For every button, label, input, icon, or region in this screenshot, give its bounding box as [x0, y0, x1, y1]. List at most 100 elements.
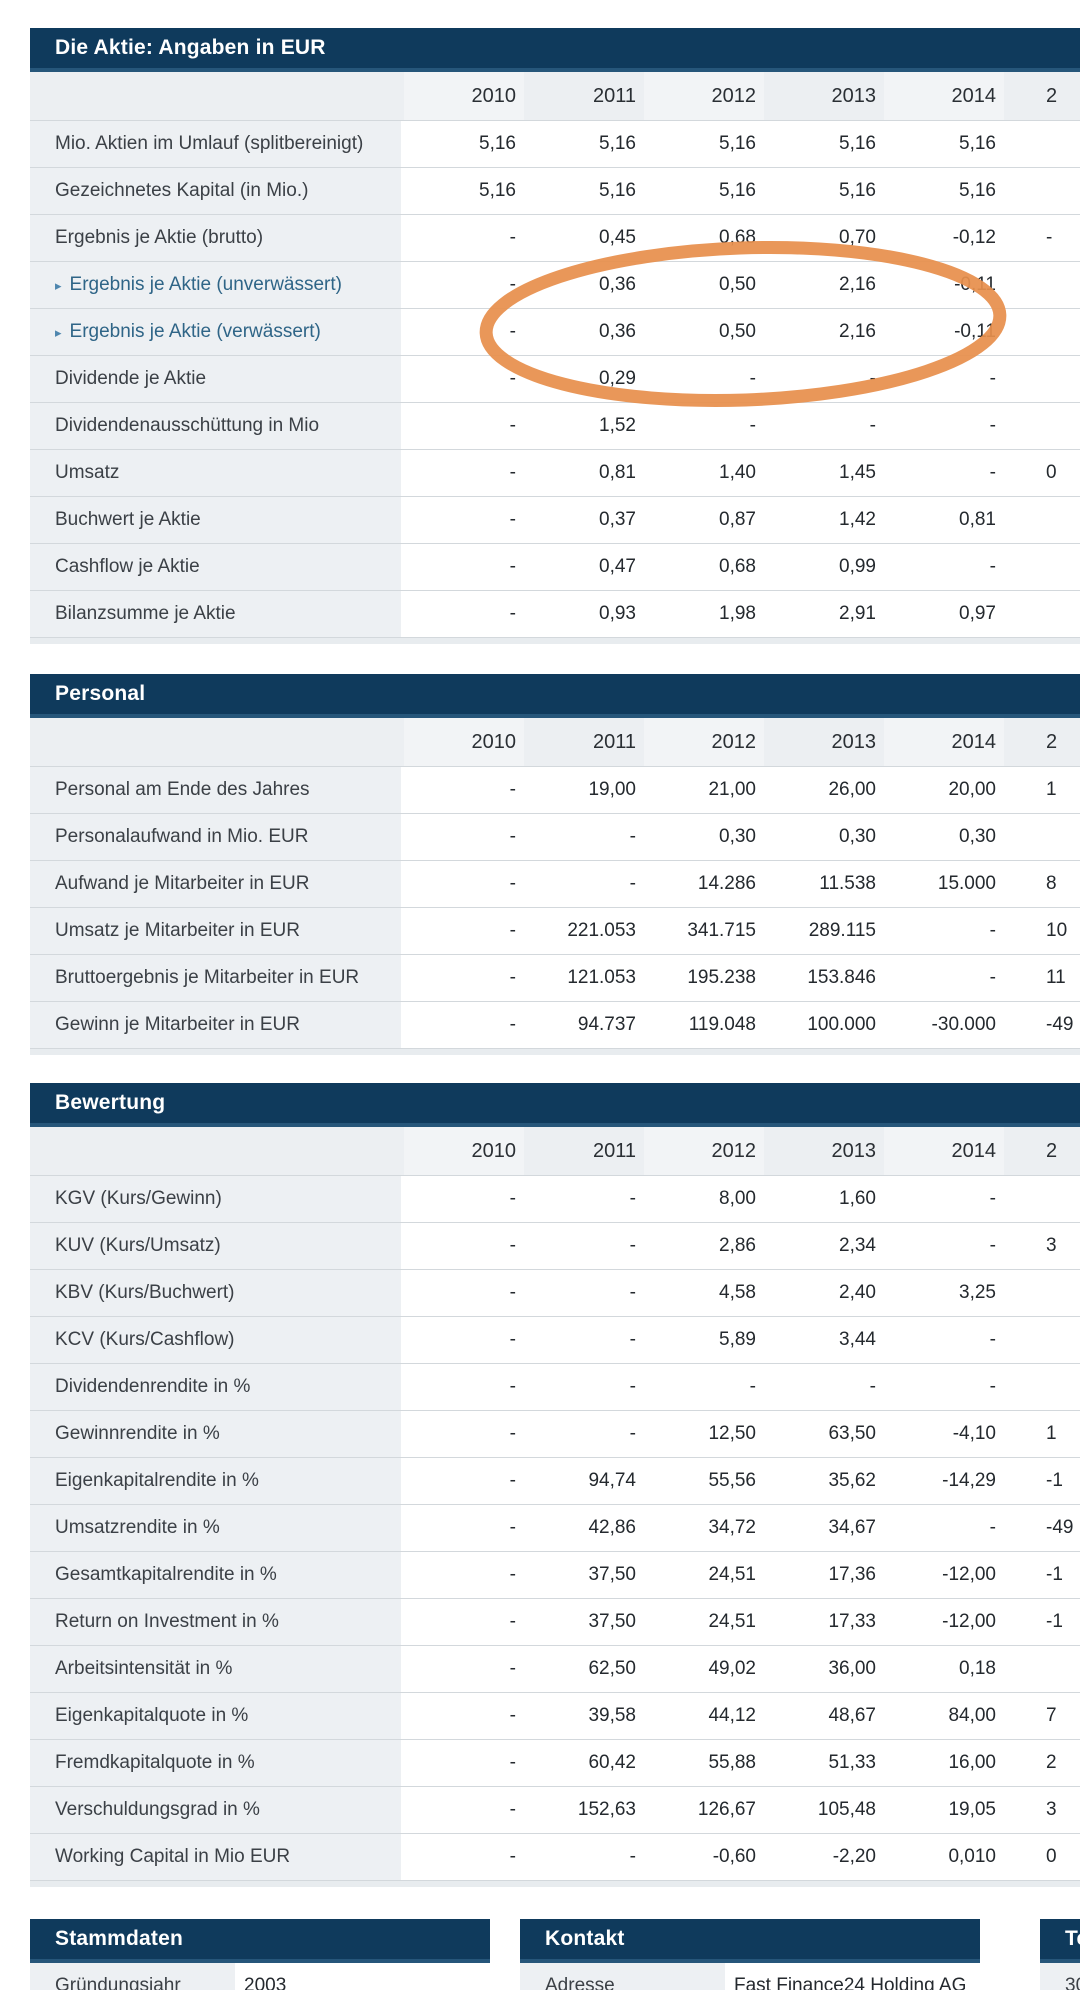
table-row: Personal am Ende des Jahres - 19,00 21,00 26… [30, 766, 1080, 813]
value-cell: 0,70 [839, 227, 876, 248]
table-row: Gesamtkapitalrendite in % - 37,50 24,51 17,3… [30, 1551, 1080, 1598]
value-cell: 63,50 [828, 1423, 876, 1444]
value-cell: 24,51 [708, 1564, 756, 1585]
value-cell: - [509, 826, 516, 847]
year-column-header: 2013 [764, 72, 884, 120]
value-cell [1004, 403, 1080, 449]
table-row: Eigenkapitalrendite in % - 94,74 55,56 35,62… [30, 1457, 1080, 1504]
value-cell: 19,05 [948, 1799, 996, 1820]
row-label: Umsatz [30, 450, 404, 496]
year-column-header: 2014 [884, 1127, 1004, 1175]
value-cell: 289.115 [808, 920, 876, 941]
value-cell [1004, 309, 1080, 355]
table-row: Ergebnis je Aktie (unverwässert) - 0,36 0,5… [30, 261, 1080, 308]
section-title: Personal [30, 674, 1080, 718]
value-cell: 21,00 [708, 779, 756, 800]
value-cell: 11 [1046, 967, 1066, 988]
value-cell: 0,68 [719, 556, 756, 577]
row-label-text: Umsatz je Mitarbeiter in EUR [55, 920, 300, 941]
value-cell: 55,88 [708, 1752, 756, 1773]
value-cell: 36,00 [828, 1658, 876, 1679]
row-label[interactable]: Ergebnis je Aktie (verwässert) [30, 309, 404, 355]
value-cell: 5,16 [599, 133, 636, 154]
section-title: Die Aktie: Angaben in EUR [30, 28, 1080, 72]
value-cell: 153.846 [807, 967, 876, 988]
row-label-text: Fremdkapitalquote in % [55, 1752, 255, 1773]
row-label-text: Bruttoergebnis je Mitarbeiter in EUR [55, 967, 360, 988]
year-column-header: 2 [1004, 718, 1080, 766]
section-title: Stammdaten [30, 1919, 490, 1963]
value-cell: 5,16 [959, 133, 996, 154]
value-cell: 5,89 [719, 1329, 756, 1350]
row-label: Gezeichnetes Kapital (in Mio.) [30, 168, 404, 214]
row-label: Eigenkapitalquote in % [30, 1693, 404, 1739]
value-cell: 0,87 [719, 509, 756, 530]
year-header-row: 2010 2011 2012 2013 2014 2 [30, 718, 1080, 766]
row-label: Buchwert je Aktie [30, 497, 404, 543]
row-label: Gewinnrendite in % [30, 1411, 404, 1457]
value-cell: - [749, 368, 756, 389]
row-label: Mio. Aktien im Umlauf (splitbereinigt) [30, 121, 404, 167]
info-value: 2003 [244, 1975, 287, 1990]
table-row: Ergebnis je Aktie (verwässert) - 0,36 0,50 2… [30, 308, 1080, 355]
value-cell: - [509, 1517, 516, 1538]
value-cell: - [869, 415, 876, 436]
value-cell: 3,44 [839, 1329, 876, 1350]
value-cell: 0,36 [599, 274, 636, 295]
value-cell: 10 [1046, 920, 1068, 941]
value-cell: - [509, 1282, 516, 1303]
value-cell: -12,00 [942, 1564, 996, 1585]
value-cell: 1,45 [839, 462, 876, 483]
year-column-header: 2 [1004, 1127, 1080, 1175]
value-cell: - [509, 1423, 516, 1444]
value-cell [1004, 1317, 1080, 1363]
value-cell: -14,29 [942, 1470, 996, 1491]
table-row: Arbeitsintensität in % - 62,50 49,02 36,00 0,… [30, 1645, 1080, 1692]
value-cell: 7 [1046, 1705, 1057, 1726]
value-cell: - [509, 920, 516, 941]
row-label-text: Return on Investment in % [55, 1611, 279, 1632]
info-boxes-row: Stammdaten Gründungsjahr 2003 Kontakt Adres… [30, 1919, 1080, 1990]
value-cell: 0,010 [948, 1846, 996, 1867]
value-cell: - [509, 1329, 516, 1350]
value-cell: - [989, 1235, 996, 1256]
value-cell: -49 [1046, 1517, 1074, 1538]
value-cell: 0 [1046, 462, 1057, 483]
table-personal: Personal 2010 2011 2012 2013 2014 2 Personal am… [30, 674, 1080, 1055]
value-cell: 19,00 [588, 779, 636, 800]
value-cell: - [509, 321, 516, 342]
value-cell: 126,67 [697, 1799, 756, 1820]
row-label: KCV (Kurs/Cashflow) [30, 1317, 404, 1363]
value-cell: - [989, 967, 996, 988]
value-cell: - [629, 1235, 636, 1256]
value-cell: - [509, 1705, 516, 1726]
table-row: Bilanzsumme je Aktie - 0,93 1,98 2,91 0,97 [30, 590, 1080, 637]
value-cell: - [509, 509, 516, 530]
value-cell: -0,12 [952, 227, 996, 248]
value-cell: - [509, 1611, 516, 1632]
row-label-text: Arbeitsintensität in % [55, 1658, 233, 1679]
value-cell: 0,45 [599, 227, 636, 248]
year-column-header: 2010 [404, 1127, 524, 1175]
row-label-text: Ergebnis je Aktie (unverwässert) [69, 274, 342, 295]
value-cell: -1 [1046, 1611, 1063, 1632]
section-title: Kontakt [520, 1919, 980, 1963]
year-header-spacer [30, 72, 404, 120]
value-cell: - [509, 1752, 516, 1773]
value-cell: - [509, 1846, 516, 1867]
value-cell: 34,72 [708, 1517, 756, 1538]
value-cell: -4,10 [952, 1423, 996, 1444]
year-header-spacer [30, 718, 404, 766]
table-row: Working Capital in Mio EUR - - -0,60 -2,20 0,… [30, 1833, 1080, 1880]
info-label: Gründungsjahr [30, 1963, 238, 1990]
value-cell: 2,16 [839, 321, 876, 342]
row-label[interactable]: Ergebnis je Aktie (unverwässert) [30, 262, 404, 308]
value-cell: - [509, 1188, 516, 1209]
section-title: Te [1040, 1919, 1080, 1963]
year-column-header: 2013 [764, 718, 884, 766]
value-cell: 221.053 [567, 920, 636, 941]
value-cell: -12,00 [942, 1611, 996, 1632]
value-cell: 20,00 [948, 779, 996, 800]
value-cell: - [629, 1329, 636, 1350]
value-cell: - [629, 873, 636, 894]
